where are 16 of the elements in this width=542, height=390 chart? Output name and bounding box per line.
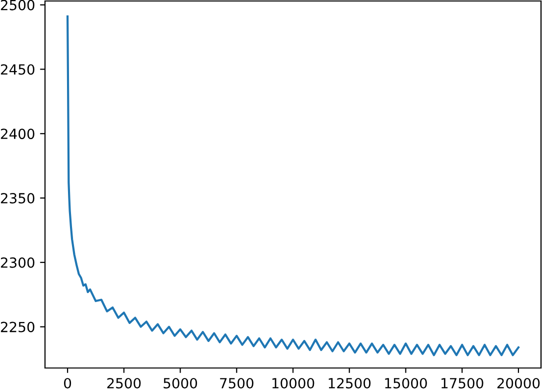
- x-tick-label: 17500: [442, 378, 484, 388]
- line-series: [66, 15, 520, 356]
- x-tick-label: 12500: [328, 378, 371, 388]
- x-tick-label: 10000: [272, 378, 314, 388]
- x-tick-label: 0: [64, 378, 72, 388]
- x-tick-label: 15000: [385, 378, 427, 388]
- y-tick-label: 2300: [0, 257, 34, 268]
- x-tick-label: 5000: [164, 378, 198, 388]
- y-tick-label: 2400: [0, 128, 34, 140]
- y-tick-label: 2350: [0, 192, 34, 204]
- y-tick-label: 2450: [0, 64, 34, 75]
- x-tick-label: 20000: [497, 378, 540, 388]
- x-tick-label: 7500: [220, 378, 254, 388]
- y-tick-label: 2500: [0, 0, 34, 10]
- y-tick-label: 2250: [0, 322, 34, 332]
- x-tick-label: 2500: [107, 378, 141, 388]
